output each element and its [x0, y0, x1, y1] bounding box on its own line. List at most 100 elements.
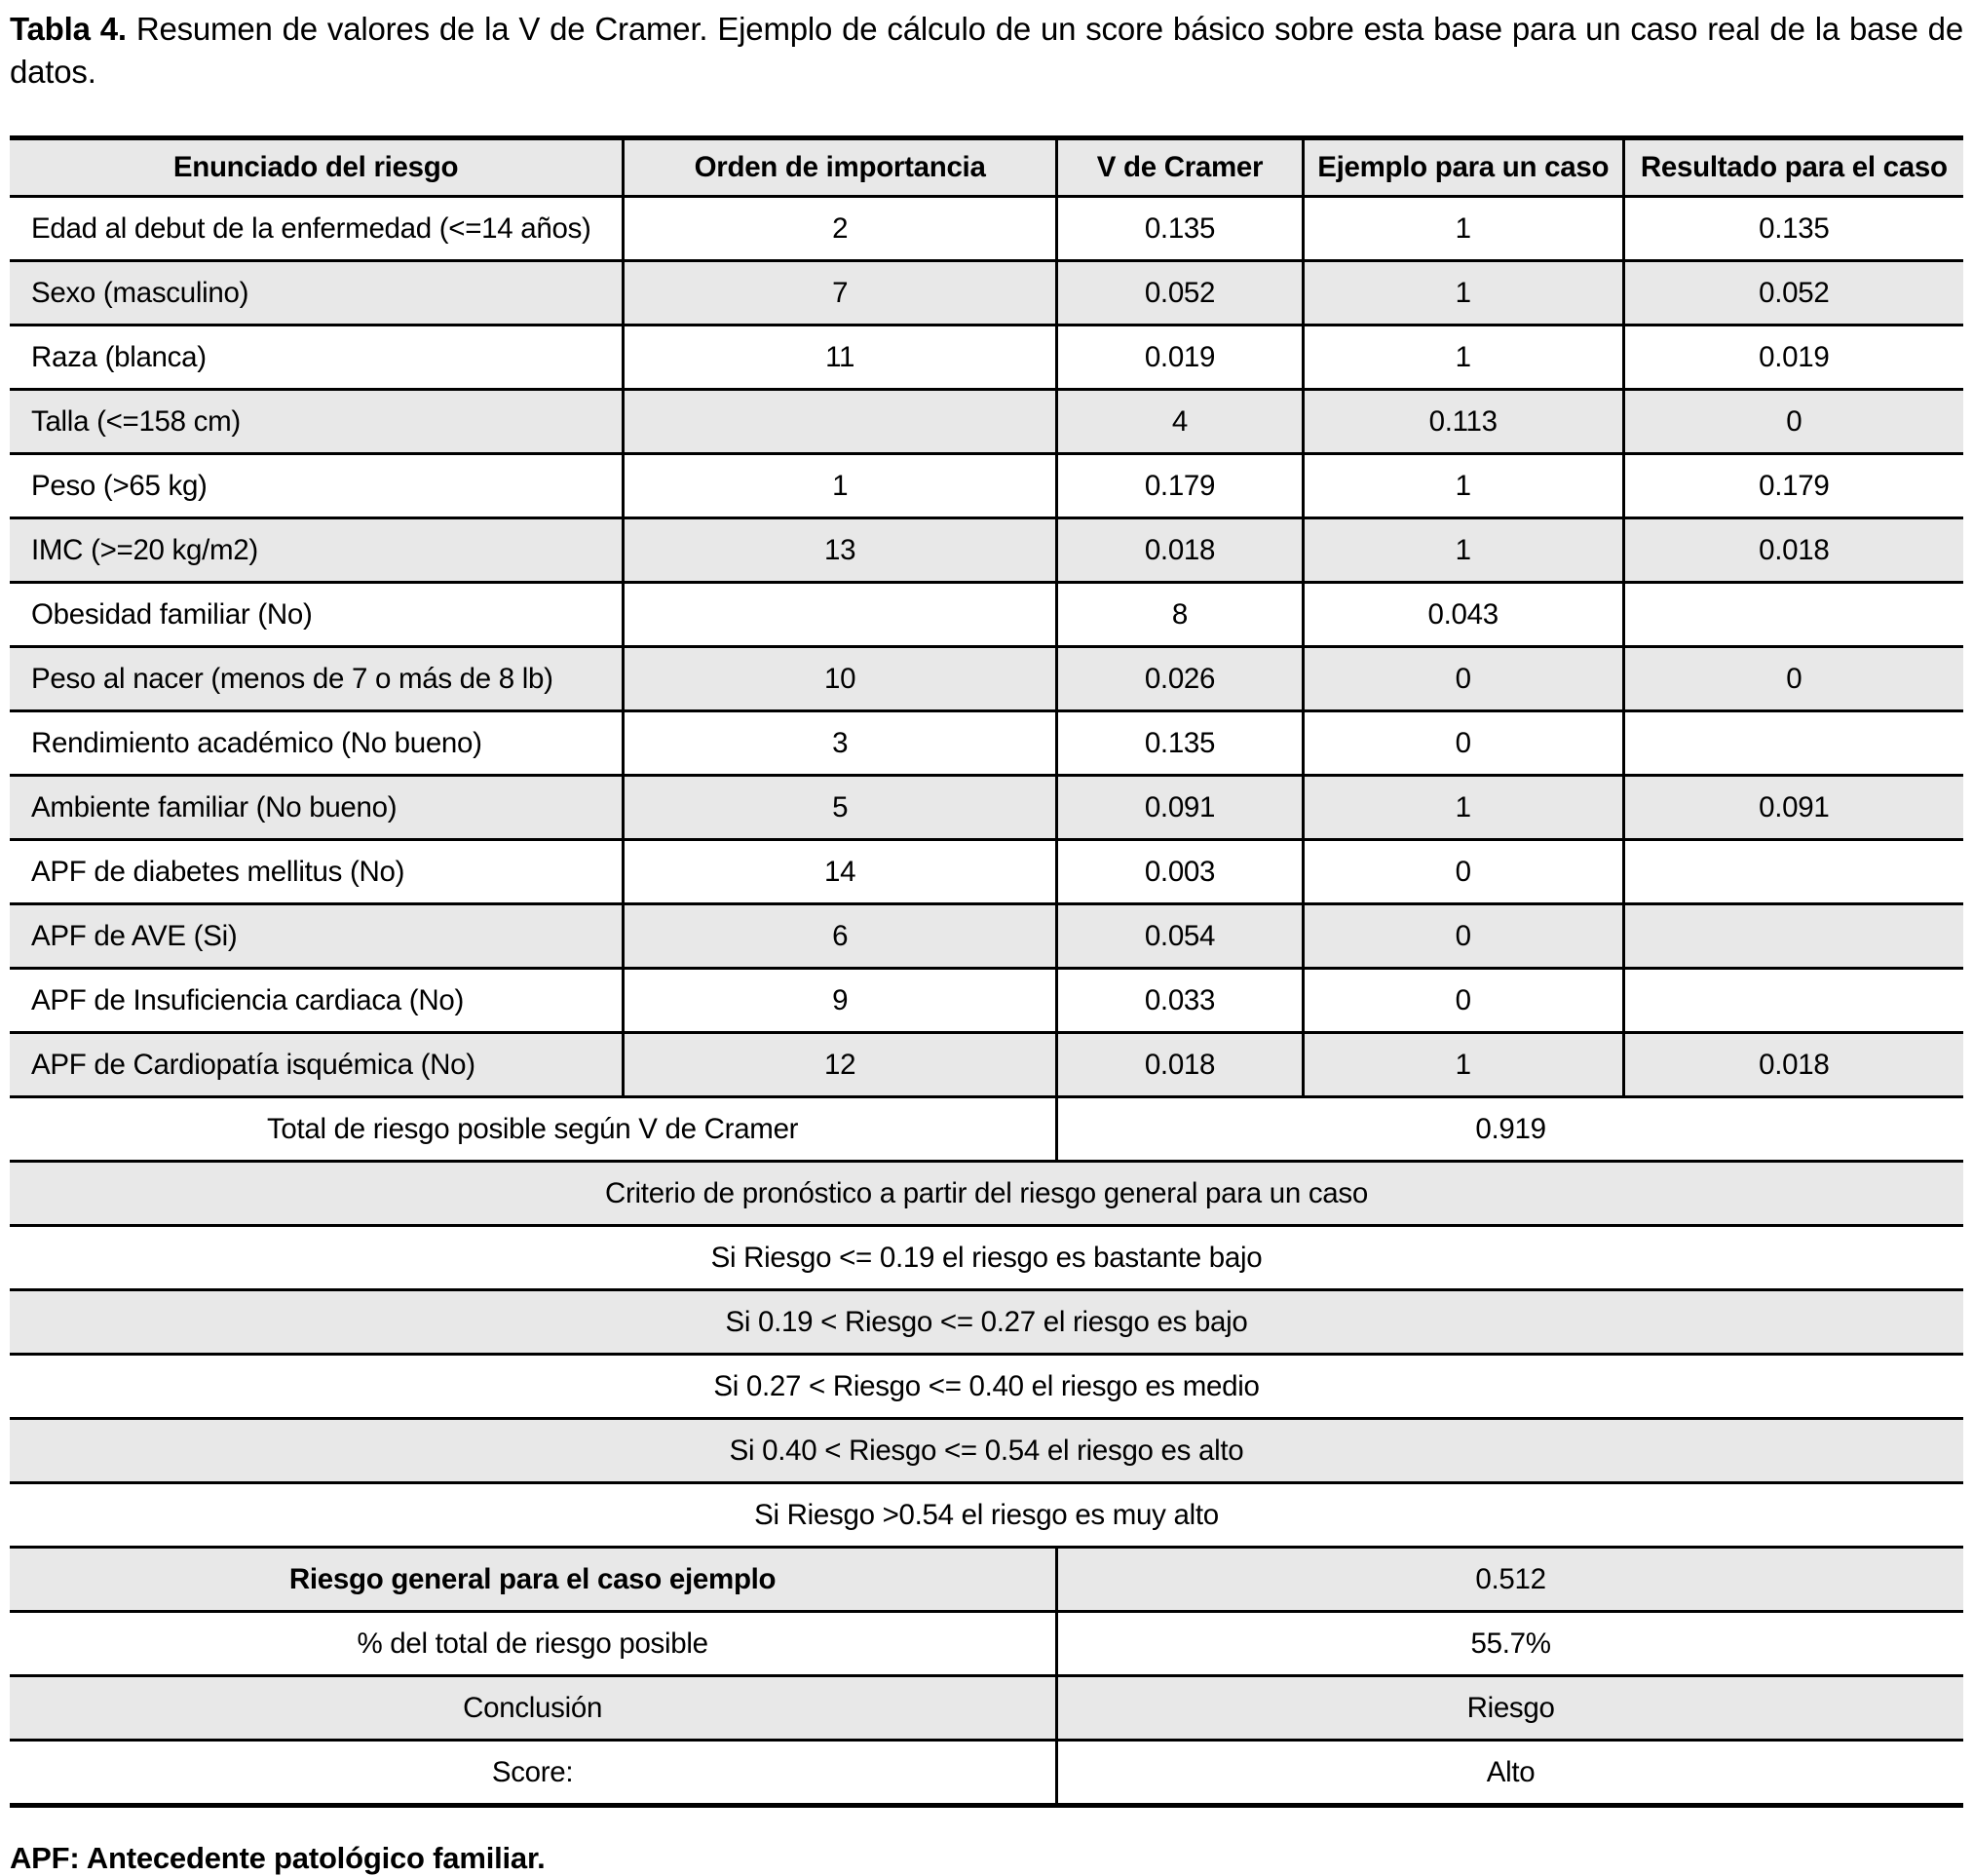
orden-value: 7: [622, 260, 1057, 327]
table-caption-label: Tabla 4.: [10, 11, 127, 47]
orden-value: 9: [622, 968, 1057, 1035]
table-row: Talla (<=158 cm) 4 0.113 0: [10, 389, 1963, 456]
table-row: APF de diabetes mellitus (No) 14 0.003 0: [10, 839, 1963, 906]
criteria-text: Criterio de pronóstico a partir del ries…: [10, 1161, 1963, 1228]
cramer-value: 0.018: [1055, 1032, 1304, 1099]
table-caption-text: Resumen de valores de la V de Cramer. Ej…: [10, 11, 1963, 90]
summary-value: 55.7%: [1055, 1611, 1963, 1678]
resultado-value: 0.091: [1621, 775, 1963, 842]
orden-value: 6: [622, 903, 1057, 971]
orden-value: 1: [622, 453, 1057, 520]
orden-value: 13: [622, 517, 1057, 585]
resultado-value: 0: [1621, 389, 1963, 456]
header-ejemplo: Ejemplo para un caso: [1301, 137, 1624, 199]
resultado-value: [1621, 839, 1963, 906]
ejemplo-value: 1: [1301, 260, 1624, 327]
summary-row: Riesgo general para el caso ejemplo 0.51…: [10, 1547, 1963, 1614]
resultado-value: 0: [1621, 646, 1963, 713]
cramer-value: 0.091: [1055, 775, 1304, 842]
ejemplo-value: 1: [1301, 196, 1624, 263]
orden-value: [622, 582, 1057, 649]
orden-value: 3: [622, 710, 1057, 778]
header-enunciado: Enunciado del riesgo: [10, 137, 624, 199]
total-row: Total de riesgo posible según V de Crame…: [10, 1096, 1963, 1164]
header-row: Enunciado del riesgo Orden de importanci…: [10, 137, 1963, 199]
criteria-text: Si Riesgo <= 0.19 el riesgo es bastante …: [10, 1225, 1963, 1292]
ejemplo-value: 0.113: [1301, 389, 1624, 456]
summary-label: Riesgo general para el caso ejemplo: [10, 1547, 1057, 1614]
risk-label: Sexo (masculino): [10, 260, 624, 327]
criteria-row: Si Riesgo >0.54 el riesgo es muy alto: [10, 1482, 1963, 1550]
criteria-row: Si Riesgo <= 0.19 el riesgo es bastante …: [10, 1225, 1963, 1292]
ejemplo-value: 0: [1301, 646, 1624, 713]
ejemplo-value: 1: [1301, 453, 1624, 520]
summary-row: Conclusión Riesgo: [10, 1675, 1963, 1742]
resultado-value: 0.018: [1621, 1032, 1963, 1099]
summary-label: Score:: [10, 1740, 1057, 1808]
criteria-text: Si 0.19 < Riesgo <= 0.27 el riesgo es ba…: [10, 1289, 1963, 1357]
ejemplo-value: 0: [1301, 903, 1624, 971]
resultado-value: 0.135: [1621, 196, 1963, 263]
summary-value: 0.512: [1055, 1547, 1963, 1614]
summary-label: % del total de riesgo posible: [10, 1611, 1057, 1678]
criteria-row: Criterio de pronóstico a partir del ries…: [10, 1161, 1963, 1228]
cramer-value: 0.135: [1055, 196, 1304, 263]
risk-label: IMC (>=20 kg/m2): [10, 517, 624, 585]
footnote: APF: Antecedente patológico familiar.: [10, 1841, 546, 1876]
table-row: Edad al debut de la enfermedad (<=14 año…: [10, 196, 1963, 263]
resultado-value: 0.019: [1621, 325, 1963, 392]
cramer-value: 0.018: [1055, 517, 1304, 585]
cramer-value: 0.054: [1055, 903, 1304, 971]
cramer-value: 0.179: [1055, 453, 1304, 520]
orden-value: [622, 389, 1057, 456]
header-orden: Orden de importancia: [622, 137, 1057, 199]
risk-label: Obesidad familiar (No): [10, 582, 624, 649]
risk-label: APF de AVE (Si): [10, 903, 624, 971]
table-row: Ambiente familiar (No bueno) 5 0.091 1 0…: [10, 775, 1963, 842]
cramer-v-table: Enunciado del riesgo Orden de importanci…: [10, 135, 1963, 1809]
risk-label: Rendimiento académico (No bueno): [10, 710, 624, 778]
criteria-row: Si 0.40 < Riesgo <= 0.54 el riesgo es al…: [10, 1418, 1963, 1485]
risk-label: Talla (<=158 cm): [10, 389, 624, 456]
ejemplo-value: 0.043: [1301, 582, 1624, 649]
risk-label: APF de diabetes mellitus (No): [10, 839, 624, 906]
table-row: Obesidad familiar (No) 8 0.043: [10, 582, 1963, 649]
summary-value: Alto: [1055, 1740, 1963, 1808]
ejemplo-value: 0: [1301, 968, 1624, 1035]
table-row: APF de AVE (Si) 6 0.054 0: [10, 903, 1963, 971]
orden-value: 14: [622, 839, 1057, 906]
table-row: Peso (>65 kg) 1 0.179 1 0.179: [10, 453, 1963, 520]
risk-label: Peso (>65 kg): [10, 453, 624, 520]
criteria-text: Si 0.27 < Riesgo <= 0.40 el riesgo es me…: [10, 1354, 1963, 1421]
resultado-value: 0.052: [1621, 260, 1963, 327]
cramer-value: 8: [1055, 582, 1304, 649]
summary-label: Conclusión: [10, 1675, 1057, 1742]
resultado-value: [1621, 968, 1963, 1035]
ejemplo-value: 0: [1301, 839, 1624, 906]
total-value: 0.919: [1055, 1096, 1963, 1164]
ejemplo-value: 0: [1301, 710, 1624, 778]
orden-value: 12: [622, 1032, 1057, 1099]
summary-row: % del total de riesgo posible 55.7%: [10, 1611, 1963, 1678]
orden-value: 10: [622, 646, 1057, 713]
cramer-value: 4: [1055, 389, 1304, 456]
table-row: APF de Cardiopatía isquémica (No) 12 0.0…: [10, 1032, 1963, 1099]
ejemplo-value: 1: [1301, 775, 1624, 842]
table-caption: Tabla 4. Resumen de valores de la V de C…: [10, 8, 1963, 93]
resultado-value: 0.018: [1621, 517, 1963, 585]
risk-label: APF de Cardiopatía isquémica (No): [10, 1032, 624, 1099]
criteria-row: Si 0.27 < Riesgo <= 0.40 el riesgo es me…: [10, 1354, 1963, 1421]
orden-value: 5: [622, 775, 1057, 842]
cramer-value: 0.052: [1055, 260, 1304, 327]
cramer-value: 0.033: [1055, 968, 1304, 1035]
ejemplo-value: 1: [1301, 1032, 1624, 1099]
risk-label: Ambiente familiar (No bueno): [10, 775, 624, 842]
risk-label: Peso al nacer (menos de 7 o más de 8 lb): [10, 646, 624, 713]
cramer-value: 0.019: [1055, 325, 1304, 392]
total-label: Total de riesgo posible según V de Crame…: [10, 1096, 1057, 1164]
criteria-text: Si 0.40 < Riesgo <= 0.54 el riesgo es al…: [10, 1418, 1963, 1485]
risk-label: Raza (blanca): [10, 325, 624, 392]
table-row: APF de Insuficiencia cardiaca (No) 9 0.0…: [10, 968, 1963, 1035]
header-v-cramer: V de Cramer: [1055, 137, 1304, 199]
ejemplo-value: 1: [1301, 325, 1624, 392]
